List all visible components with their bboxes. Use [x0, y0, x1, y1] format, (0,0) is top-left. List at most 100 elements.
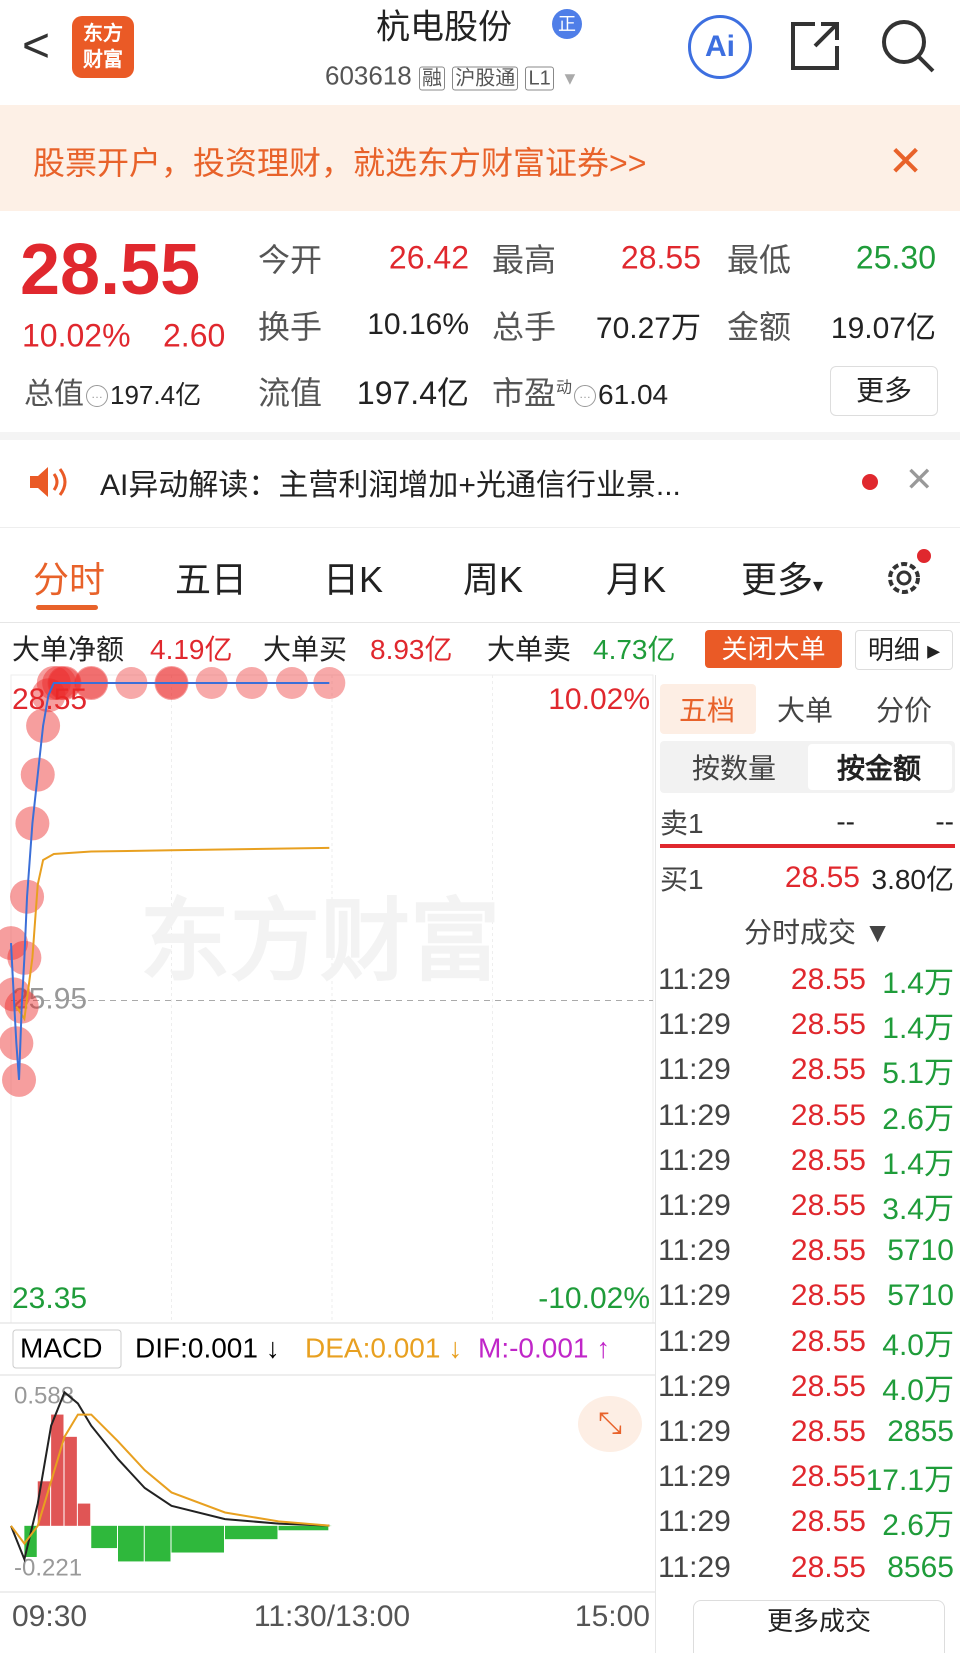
banner[interactable]	[0, 105, 960, 211]
trade-price: 28.55	[790, 1279, 866, 1313]
macd-bar	[118, 1525, 144, 1562]
mode[interactable]: 按金额	[837, 753, 922, 784]
label: 大单净额	[12, 634, 125, 665]
price-line	[10, 682, 330, 1080]
stat-label: 金额	[727, 309, 792, 345]
expand-button[interactable]: ⤡	[578, 1396, 642, 1452]
ai-bar-close[interactable]: ✕	[905, 461, 934, 499]
tab[interactable]: 周K	[463, 559, 524, 600]
tab-bg	[660, 684, 756, 734]
detail-button[interactable]: 明细 ▸	[855, 630, 953, 670]
mode[interactable]: 按数量	[692, 753, 777, 784]
trade-vol: 1.4万	[882, 1012, 954, 1046]
macd-bar	[278, 1525, 329, 1531]
x-tick-label: 15:00	[575, 1600, 650, 1633]
tab[interactable]: 五日	[175, 559, 248, 600]
x-tick-label: 11:30/13:00	[254, 1600, 410, 1633]
code-line: 603618 融 沪股通 L1 ▼	[325, 60, 579, 91]
stock-code: 603618	[325, 60, 412, 91]
trade-time: 11:29	[658, 1550, 731, 1584]
level-price: --	[836, 806, 855, 837]
stat-value: 197.4亿	[356, 375, 469, 411]
more-trades[interactable]: 更多成交	[693, 1600, 945, 1653]
trade-time: 11:29	[658, 1143, 731, 1177]
trade-price: 28.55	[790, 1098, 866, 1132]
panel-tab[interactable]: 五档	[679, 695, 736, 726]
dot	[862, 474, 878, 490]
divider	[0, 432, 960, 440]
banner-text[interactable]: 股票开户，投资理财，就选东方财富证券>>	[33, 145, 647, 181]
level-label: 卖1	[660, 808, 704, 839]
divider	[0, 527, 960, 528]
trade-time: 11:29	[658, 963, 731, 996]
trade-vol: 5710	[887, 1234, 954, 1268]
ai-bar-text[interactable]: AI异动解读：主营利润增加+光通信行业景...	[100, 469, 681, 502]
trade-vol: 8565	[887, 1550, 954, 1584]
trade-price: 28.55	[790, 1505, 866, 1539]
banner-close[interactable]: ✕	[888, 137, 924, 185]
trade-time: 11:29	[658, 1460, 731, 1494]
close-big-orders[interactable]: 关闭大单	[705, 630, 842, 668]
trade-vol: 2.6万	[882, 1509, 954, 1543]
tab[interactable]: 分时	[33, 559, 106, 600]
trades-title[interactable]: 分时成交 ▼	[744, 917, 892, 948]
divider	[655, 675, 656, 1653]
trade-price: 28.55	[790, 1189, 866, 1222]
macd-tick: 0.588	[14, 1382, 74, 1409]
level-label: 买1	[660, 864, 704, 895]
stat-value: 26.42	[388, 239, 469, 276]
more-button[interactable]: 更多	[830, 366, 938, 416]
x-tick-label: 09:30	[12, 1600, 87, 1633]
trade-price: 28.55	[790, 1415, 866, 1448]
stock-title: 杭电股份	[376, 8, 512, 47]
search-button[interactable]	[878, 16, 938, 76]
trade-vol: 17.1万	[865, 1464, 954, 1498]
badge: 正	[552, 9, 582, 39]
logo[interactable]: 东方 财富	[72, 16, 134, 78]
stat-value: 197.4亿	[110, 380, 202, 410]
panel-tab[interactable]: 大单	[777, 695, 834, 726]
pe-sup: 动	[556, 379, 573, 397]
stat-label: 最高	[492, 242, 557, 278]
y-tick-label: 25.95	[12, 982, 87, 1015]
stat-value: 70.27万	[595, 312, 701, 345]
share-button[interactable]	[785, 18, 845, 74]
trade-time: 11:29	[658, 1189, 731, 1222]
trade-time: 11:29	[658, 1369, 731, 1403]
macd-bar	[144, 1525, 171, 1562]
pct-label: -10.02%	[538, 1282, 650, 1315]
trade-price: 28.55	[790, 1008, 866, 1042]
settings[interactable]	[880, 548, 932, 604]
macd-bar	[77, 1503, 91, 1526]
detail-text: 明细	[867, 635, 920, 665]
macd-dea: DEA:0.001 ↓	[305, 1332, 462, 1363]
trade-time: 11:29	[658, 1415, 731, 1448]
trade-vol: 2855	[887, 1415, 954, 1448]
stat-label: 流值	[258, 375, 323, 411]
mode-active	[808, 744, 952, 790]
logo-text: 财富	[83, 49, 123, 71]
macd-select	[12, 1329, 122, 1369]
stat-value: 25.30	[855, 239, 936, 276]
value: 4.19亿	[150, 634, 233, 665]
trade-vol: 5.1万	[882, 1057, 954, 1091]
trade-vol: 1.4万	[882, 967, 954, 1000]
ai-button[interactable]: Ai	[688, 15, 752, 79]
tab[interactable]: 月K	[606, 559, 667, 600]
tab[interactable]: 日K	[323, 559, 384, 600]
tab[interactable]: 更多▾	[741, 559, 824, 600]
label: 大单卖	[487, 634, 572, 665]
panel-tab[interactable]: 分价	[876, 695, 933, 726]
macd-bar	[64, 1436, 77, 1526]
logo-text: 东方	[83, 23, 123, 45]
stat-label: 市盈	[492, 375, 557, 411]
stat: 市盈动… 61.04	[492, 375, 669, 411]
trade-vol: 4.0万	[882, 1328, 954, 1362]
divider	[0, 622, 960, 623]
stat-value: 10.16%	[367, 308, 469, 341]
back-button[interactable]: <	[22, 19, 51, 73]
macd-bar	[51, 1414, 64, 1526]
stat-label: 总手	[492, 309, 557, 345]
macd-name: MACD	[20, 1332, 102, 1363]
